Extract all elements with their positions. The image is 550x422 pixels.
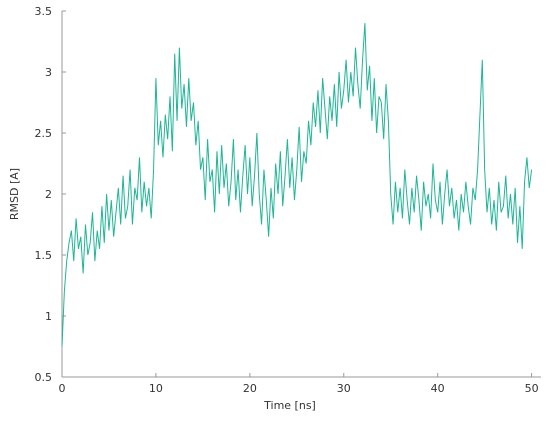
y-tick-label: 2.5: [35, 127, 53, 140]
x-tick-label: 0: [59, 382, 66, 395]
y-axis-label: RMSD [A]: [8, 168, 21, 220]
y-tick-label: 0.5: [35, 371, 53, 384]
data-line: [61, 23, 533, 347]
y-tick-label: 3.5: [35, 5, 53, 18]
x-tick-label: 30: [337, 382, 351, 395]
x-axis-label: Time [ns]: [263, 399, 316, 412]
x-tick-label: 40: [431, 382, 445, 395]
y-tick-label: 2: [45, 188, 52, 201]
x-tick-label: 50: [525, 382, 539, 395]
x-tick-label: 10: [149, 382, 163, 395]
x-tick-label: 20: [243, 382, 257, 395]
y-tick-label: 1: [45, 310, 52, 323]
y-tick-label: 1.5: [35, 249, 53, 262]
y-tick-label: 3: [45, 66, 52, 79]
